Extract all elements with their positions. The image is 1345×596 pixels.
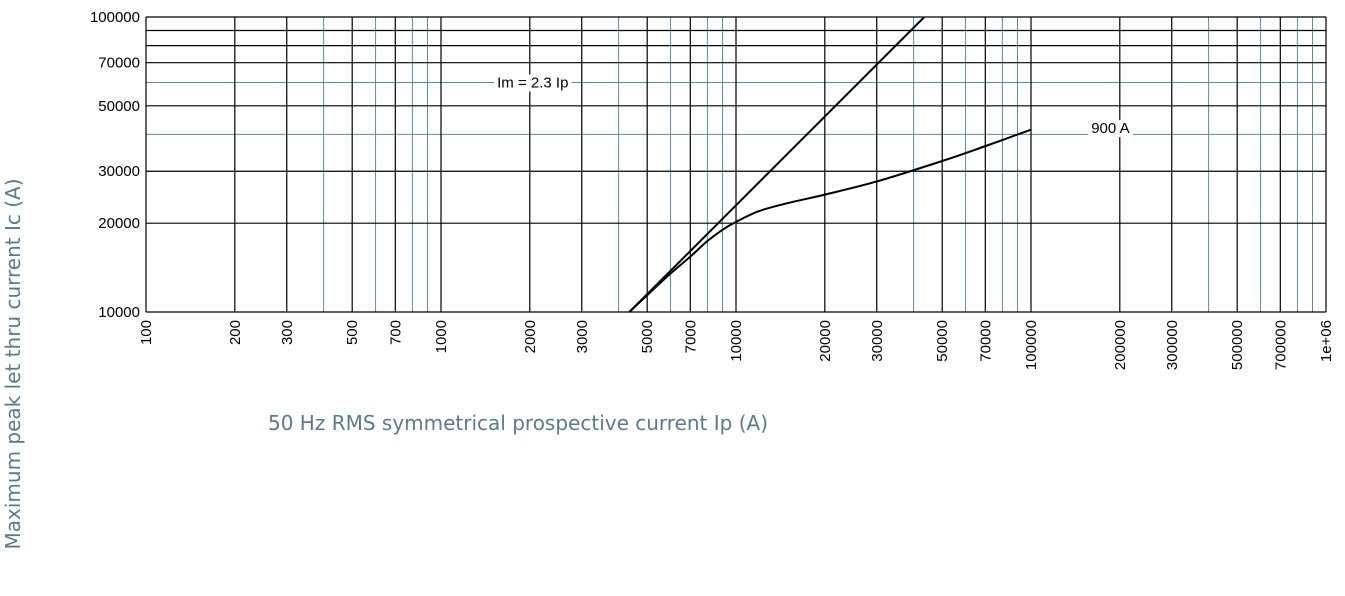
x-tick-label: 700000 [1272,320,1289,370]
x-tick-label: 500000 [1229,320,1246,370]
x-tick-label: 700 [387,320,404,345]
annotations: Im = 2.3 Ip 900 A [494,74,1133,138]
x-axis-title: 50 Hz RMS symmetrical prospective curren… [268,411,768,435]
x-tick-label: 30000 [869,320,886,362]
y-tick-label: 30000 [98,163,140,180]
series-line-2 [628,128,1032,313]
y-tick-label: 20000 [98,215,140,232]
x-tick-label: 1e+06 [1318,320,1335,362]
y-tick-label: 100000 [90,9,140,26]
x-tick-label: 20000 [817,320,834,362]
x-tick-label: 3000 [574,320,591,353]
x-tick-label: 200 [227,320,244,345]
x-tick-label: 70000 [977,320,994,362]
x-tick-label: 200000 [1112,320,1129,370]
x-tick-label: 10000 [728,320,745,362]
annotation-label-1: Im = 2.3 Ip [497,74,568,91]
x-tick-label: 1000 [433,320,450,353]
y-tick-label: 10000 [98,304,140,321]
x-tick-label: 50000 [934,320,951,362]
x-tick-label: 100000 [1023,320,1040,370]
y-tick-label: 70000 [98,55,140,72]
major-grid [145,16,1327,313]
x-tick-labels: 100 200 300 500 700 1000 2000 3000 5000 7000 10000… [138,320,1335,370]
annotation-label-2: 900 A [1091,120,1129,137]
x-tick-label: 300000 [1164,320,1181,370]
x-tick-label: 300 [279,320,296,345]
x-tick-label: 100 [138,320,155,345]
x-tick-label: 5000 [639,320,656,353]
y-tick-label: 50000 [98,98,140,115]
x-tick-label: 2000 [522,320,539,353]
x-tick-label: 500 [344,320,361,345]
annotation-background [1088,120,1133,138]
y-axis-title: Maximum peak let thru current Ic (A) [1,179,25,550]
y-tick-labels: 10000 20000 30000 50000 70000 100000 [90,9,140,321]
series-layer [628,16,1032,313]
annotation-background [494,74,572,92]
x-tick-label: 7000 [682,320,699,353]
series-line-1 [628,16,926,313]
